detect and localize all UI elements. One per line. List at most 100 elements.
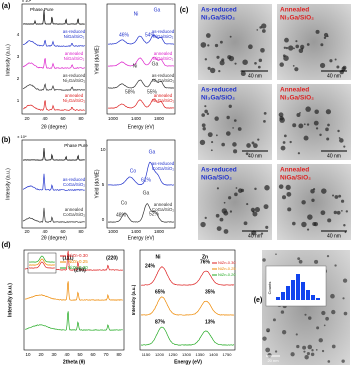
label: annealed [154, 202, 173, 207]
hist-bar [276, 297, 280, 300]
tick-label: 1300 [182, 352, 192, 357]
label: as-reduced [152, 29, 175, 34]
tick-label: 20 [38, 352, 44, 357]
particle [293, 47, 295, 50]
particle [200, 42, 207, 48]
tick-label: 40 [42, 229, 48, 234]
particle [286, 191, 292, 197]
particle [207, 66, 211, 70]
label: as-reduced [152, 161, 175, 166]
particle [228, 196, 232, 200]
trace [29, 258, 55, 266]
particle [263, 111, 267, 115]
particle [274, 350, 278, 353]
particle [325, 127, 329, 132]
label: (220) [106, 255, 118, 261]
panel-label: (e) [254, 297, 263, 304]
particle [327, 218, 332, 223]
particle [219, 217, 224, 222]
label: annealed [65, 93, 84, 98]
particle [265, 347, 271, 353]
particle [289, 140, 292, 144]
label: 52% [149, 211, 160, 217]
particle [229, 35, 232, 38]
axis-label: 2θ (degree) [41, 235, 67, 241]
particle [265, 225, 269, 229]
label: CoGa/SiO₂ [152, 166, 175, 171]
label: 61% [141, 177, 152, 183]
particle [267, 353, 272, 358]
particle [326, 35, 329, 38]
panel-label: (c) [180, 7, 189, 14]
particle [342, 297, 345, 300]
label: x 10⁴ [22, 0, 32, 3]
tick-label: 10 [25, 352, 31, 357]
tem-image [277, 84, 351, 160]
tick-label: 4 [17, 32, 20, 37]
label: 40 nm [248, 73, 262, 79]
label: Ni [134, 11, 139, 17]
label: As-reduced [201, 87, 237, 94]
particle [202, 127, 206, 131]
particle [283, 55, 289, 61]
plot-frame [106, 3, 176, 115]
particle [204, 216, 207, 220]
label: CoGa/SiO₂ [63, 182, 86, 187]
trace [24, 281, 123, 301]
particle [246, 143, 251, 148]
particle [278, 184, 284, 189]
particle [292, 64, 295, 67]
particle [283, 134, 287, 138]
particle [300, 44, 305, 50]
particle [287, 207, 292, 212]
particle [257, 138, 260, 141]
particle [306, 43, 310, 46]
particle [233, 149, 238, 154]
tick-label: 2 [17, 76, 20, 81]
particle [219, 60, 225, 66]
label: 40 nm [327, 73, 341, 79]
particle [275, 253, 277, 256]
particle [235, 187, 238, 189]
trace [22, 207, 85, 223]
particle [321, 310, 326, 316]
particle [262, 336, 267, 341]
particle [214, 43, 219, 48]
axis-label: Intensity (a.u.) [131, 284, 136, 315]
particle [234, 192, 238, 197]
tick-label: 1200 [155, 352, 165, 357]
particle [337, 129, 340, 133]
trace [22, 39, 85, 47]
trace [107, 98, 175, 109]
particle [284, 37, 289, 43]
particle [228, 104, 232, 108]
particle [336, 210, 341, 215]
particle [338, 194, 342, 198]
particle [254, 187, 257, 191]
particle [264, 185, 270, 191]
particle [216, 226, 222, 232]
tick-label: 1800 [154, 229, 165, 234]
label: NiZn-0.25 [68, 259, 88, 264]
particle [218, 69, 221, 73]
label: Co [130, 168, 137, 174]
tick-label: 80 [78, 229, 84, 234]
tick-label: 1400 [209, 352, 219, 357]
particle [282, 141, 286, 144]
particle [333, 210, 338, 215]
tem-image [198, 164, 272, 240]
tick-label: 1400 [131, 229, 142, 234]
particle [232, 142, 237, 147]
particle [242, 59, 248, 65]
label: annealed [154, 93, 173, 98]
particle [310, 188, 315, 194]
axis-label: 2theta (θ) [63, 359, 85, 365]
plot-frame [106, 139, 176, 229]
particle [342, 65, 347, 70]
particle [334, 195, 339, 199]
axis-label: Intensity (a.u.) [7, 283, 13, 317]
label: Ga [152, 61, 159, 67]
particle [280, 145, 286, 151]
trace [141, 266, 235, 286]
particle [339, 138, 344, 143]
